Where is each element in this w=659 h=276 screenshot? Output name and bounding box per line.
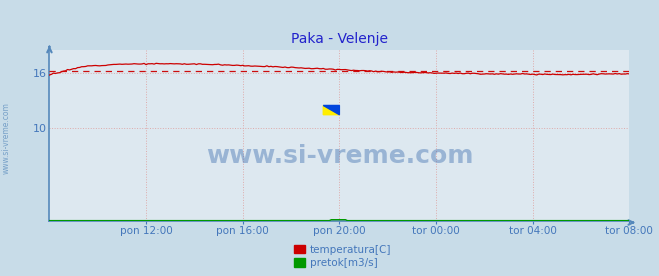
Text: www.si-vreme.com: www.si-vreme.com	[206, 144, 473, 168]
Polygon shape	[324, 105, 339, 115]
Title: Paka - Velenje: Paka - Velenje	[291, 32, 388, 46]
Polygon shape	[324, 105, 339, 115]
Text: www.si-vreme.com: www.si-vreme.com	[2, 102, 11, 174]
Legend: temperatura[C], pretok[m3/s]: temperatura[C], pretok[m3/s]	[294, 245, 391, 268]
